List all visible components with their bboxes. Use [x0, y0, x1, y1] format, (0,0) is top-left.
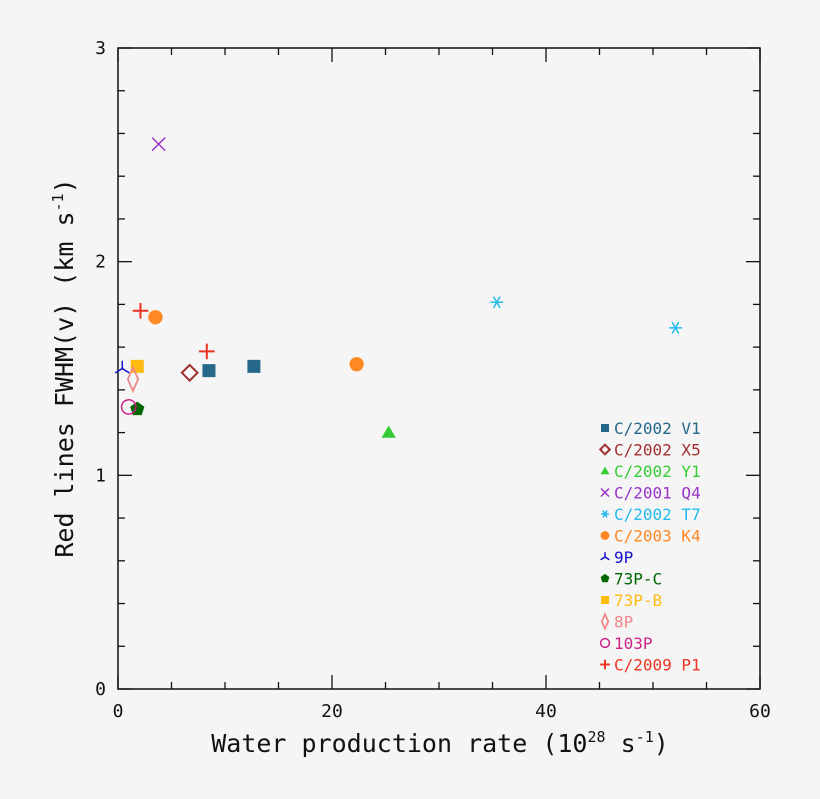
data-point [180, 363, 199, 382]
x-marker [151, 137, 166, 152]
data-point [120, 399, 137, 415]
legend: C/2002 V1 C/2002 X5 C/2002 Y1 C/2001 Q4 C/20… [598, 419, 701, 675]
triangle-marker [600, 466, 610, 475]
y-tick-label: 0 [95, 679, 106, 700]
data-point [126, 365, 140, 394]
data-point [132, 303, 149, 319]
legend-marker [600, 531, 610, 540]
asterisk-marker [490, 296, 504, 309]
diamond-marker [598, 443, 612, 456]
legend-marker [601, 596, 609, 604]
legend-marker [600, 487, 610, 498]
open-circle-marker [120, 399, 137, 415]
asterisk-marker [668, 321, 682, 334]
legend-label: 73P-B [614, 591, 662, 610]
plus-marker [600, 659, 610, 670]
data-point [151, 137, 166, 152]
legend-label: C/2002 Y1 [614, 462, 701, 481]
y-tick-label: 3 [95, 38, 106, 59]
square-marker [202, 364, 216, 378]
plus-marker [199, 343, 215, 360]
legend-label: C/2001 Q4 [614, 484, 701, 503]
legend-label: C/2002 T7 [614, 505, 701, 524]
legend-marker [600, 552, 610, 561]
data-point [381, 425, 396, 438]
y-axis-label: Red lines FWHM(v) (km s-1) [49, 178, 79, 557]
legend-marker [600, 573, 610, 583]
legend-marker [600, 659, 610, 670]
legend-marker [600, 612, 610, 631]
triangle-marker [381, 425, 396, 438]
legend-marker [601, 424, 609, 432]
data-point [668, 321, 682, 334]
legend-label: 73P-C [614, 570, 662, 589]
legend-label: C/2002 X5 [614, 441, 701, 460]
data-points [114, 137, 682, 438]
y-tick-label: 2 [95, 252, 106, 273]
data-point [247, 359, 261, 373]
legend-label: 103P [614, 634, 653, 653]
legend-label: C/2009 P1 [614, 656, 701, 675]
circle-marker [600, 531, 610, 540]
legend-marker [600, 466, 610, 475]
asterisk-marker [601, 510, 609, 518]
circle-marker [148, 310, 163, 325]
data-point [114, 360, 130, 374]
plus-marker [132, 303, 149, 319]
ticks: 0 20 40 60 0 1 2 3 [95, 38, 771, 722]
legend-label: C/2003 K4 [614, 527, 701, 546]
legend-label: 9P [614, 548, 633, 567]
square-marker [601, 424, 609, 432]
thin-diamond-marker [600, 612, 610, 631]
thin-diamond-marker [126, 365, 140, 394]
legend-label: 8P [614, 613, 633, 632]
x-tick-label: 20 [321, 701, 343, 722]
tripod-marker [600, 552, 610, 561]
open-circle-marker [599, 637, 611, 649]
x-tick-label: 60 [749, 701, 771, 722]
x-marker [600, 487, 610, 498]
x-tick-label: 0 [113, 701, 124, 722]
circle-marker [349, 357, 364, 372]
diamond-marker [180, 363, 199, 382]
y-tick-label: 1 [95, 465, 106, 486]
square-marker [247, 359, 261, 373]
tripod-marker [114, 360, 130, 374]
data-point [349, 357, 364, 372]
x-axis-label: Water production rate (1028 s-1) [211, 728, 669, 758]
x-tick-label: 40 [535, 701, 557, 722]
data-point [202, 364, 216, 378]
square-marker [601, 596, 609, 604]
legend-label: C/2002 V1 [614, 419, 701, 438]
data-point [199, 343, 215, 360]
legend-marker [601, 510, 609, 518]
data-point [148, 310, 163, 325]
legend-marker [598, 443, 612, 456]
data-point [490, 296, 504, 309]
pentagon-marker [600, 573, 610, 583]
legend-marker [599, 637, 611, 649]
